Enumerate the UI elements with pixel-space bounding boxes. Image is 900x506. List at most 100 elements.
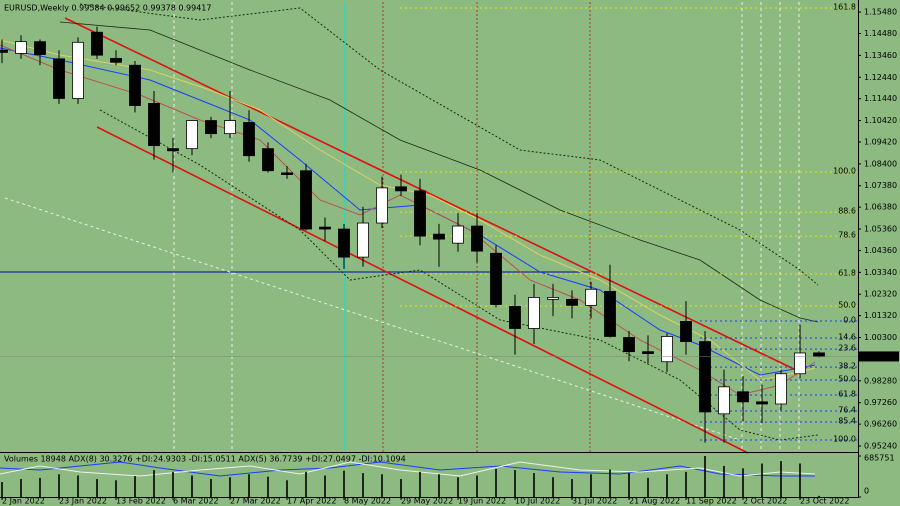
fib-label: 38.2 xyxy=(838,362,856,371)
candle-body xyxy=(281,172,293,175)
y-tick-label: 1.05360 xyxy=(864,225,897,234)
candle-body xyxy=(243,122,255,157)
candle-body xyxy=(34,41,46,55)
fib-label: 78.6 xyxy=(838,231,856,240)
last-price-label: 0.99417 xyxy=(862,352,895,361)
fib-label: 88.6 xyxy=(838,207,856,216)
candle-body xyxy=(528,297,540,329)
fib-label: 76.4 xyxy=(838,406,856,415)
candle-body xyxy=(756,401,768,405)
fib-label: 50.0 xyxy=(838,301,856,310)
x-tick-label: 23 Jan 2022 xyxy=(59,497,107,506)
candle-body xyxy=(15,41,27,54)
candle-body xyxy=(148,103,160,147)
y-tick-label: 1.07380 xyxy=(864,181,897,190)
y-tick-label: 1.02320 xyxy=(864,290,897,299)
band-line xyxy=(59,21,819,323)
candle-body xyxy=(623,337,635,353)
channel-line xyxy=(96,126,749,454)
fib-label: 61.8 xyxy=(838,389,856,398)
x-tick-label: 11 Sep 2022 xyxy=(686,497,737,506)
candle-body xyxy=(547,297,559,300)
x-tick-label: 27 Mar 2022 xyxy=(230,497,281,506)
candle-body xyxy=(566,298,578,306)
candle-body xyxy=(699,341,711,413)
candle-body xyxy=(110,57,122,63)
fib-label: 100.0 xyxy=(833,167,856,176)
chart-title: EURUSD,Weekly 0.99584 0.99652 0.99378 0.… xyxy=(4,4,211,13)
candle-body xyxy=(338,228,350,258)
x-tick-label: 19 Jun 2022 xyxy=(458,497,506,506)
candle-body xyxy=(471,225,483,252)
x-tick-label: 8 May 2022 xyxy=(344,497,391,506)
fib-label: 23.6 xyxy=(838,344,856,353)
candle-body xyxy=(72,41,84,99)
y-tick-label: 1.04360 xyxy=(864,246,897,255)
fib-label: 50.0 xyxy=(838,374,856,383)
x-tick-label: 2 Oct 2022 xyxy=(743,497,787,506)
fib-label: 100.0 xyxy=(833,434,856,443)
candle-body xyxy=(91,31,103,56)
candle-body xyxy=(718,386,730,415)
moving-average xyxy=(0,39,816,381)
y-tick-label: 1.03340 xyxy=(864,268,897,277)
fib-label: 0.0 xyxy=(843,316,856,325)
candle-body xyxy=(794,352,806,375)
candle-body xyxy=(376,187,388,224)
x-tick-label: 2 Jan 2022 xyxy=(2,497,45,506)
y-tick-label: 0.96260 xyxy=(864,420,897,429)
candle-body xyxy=(490,252,502,305)
candle-body xyxy=(53,58,65,99)
x-tick-label: 10 Jul 2022 xyxy=(515,497,560,506)
candle-body xyxy=(300,170,312,230)
band-line xyxy=(79,3,819,286)
y-tick-label: 1.10420 xyxy=(864,116,897,125)
candle-body xyxy=(319,226,331,230)
channel-line xyxy=(64,17,801,373)
x-tick-label: 23 Oct 2022 xyxy=(800,497,849,506)
candle-body xyxy=(224,120,236,135)
y-tick-label: 1.06380 xyxy=(864,203,897,212)
candle-body xyxy=(205,120,217,135)
candle-body xyxy=(433,233,445,240)
x-tick-label: 31 Jul 2022 xyxy=(572,497,617,506)
volume-header: Volumes 18948 ADX(8) 30.3276 +DI:24.9303… xyxy=(4,455,406,464)
band-line xyxy=(99,109,819,441)
y-tick-label: 1.14480 xyxy=(864,29,897,38)
adx-line xyxy=(0,461,816,477)
fib-label: 161.8 xyxy=(833,3,856,12)
candle-body xyxy=(129,64,141,106)
y-tick-label: 1.01320 xyxy=(864,311,897,320)
x-tick-label: 21 Aug 2022 xyxy=(629,497,680,506)
fib-label: 61.8 xyxy=(838,269,856,278)
candle-body xyxy=(357,222,369,258)
candle-body xyxy=(0,49,8,53)
candle-body xyxy=(452,225,464,244)
decor xyxy=(0,0,859,498)
candle-body xyxy=(737,391,749,403)
x-tick-label: 6 Mar 2022 xyxy=(173,497,219,506)
candle-body xyxy=(775,373,787,405)
candle-body xyxy=(680,321,692,342)
candle-body xyxy=(509,306,521,329)
volume-tick-label: 0 xyxy=(864,487,869,496)
candle-body xyxy=(813,352,825,357)
fib-label: 85.4 xyxy=(838,416,856,425)
y-tick-label: 1.11440 xyxy=(864,94,897,103)
x-tick-label: 13 Feb 2022 xyxy=(116,497,166,506)
y-tick-label: 1.12440 xyxy=(864,73,897,82)
x-tick-label: 17 Apr 2022 xyxy=(287,497,336,506)
volume-tick-label: 685751 xyxy=(864,454,895,463)
trend-line xyxy=(4,197,741,441)
x-tick-label: 29 May 2022 xyxy=(401,497,453,506)
y-tick-label: 1.15480 xyxy=(864,8,897,17)
candle-body xyxy=(186,120,198,150)
y-tick-label: 1.00300 xyxy=(864,333,897,342)
candle-body xyxy=(585,288,597,306)
y-tick-label: 0.95240 xyxy=(864,441,897,450)
candle-body xyxy=(604,291,616,337)
candle-body xyxy=(661,336,673,363)
candle-body xyxy=(167,148,179,152)
y-tick-label: 1.08400 xyxy=(864,159,897,168)
